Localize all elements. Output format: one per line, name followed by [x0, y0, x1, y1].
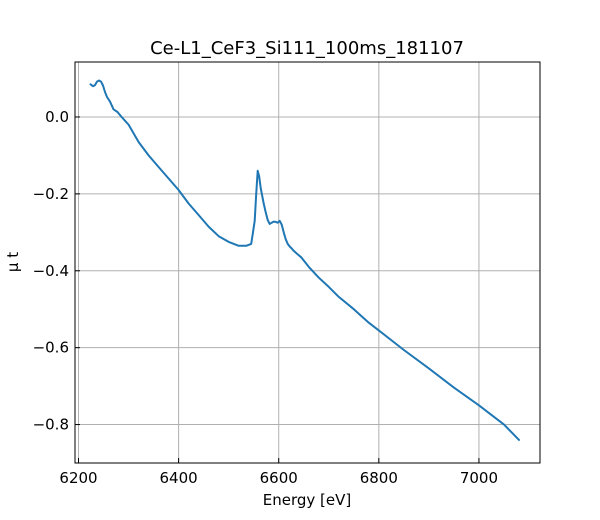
chart-title: Ce-L1_CeF3_Si111_100ms_181107 — [150, 38, 464, 59]
series-layer — [89, 79, 520, 441]
series-line — [89, 79, 520, 441]
y-tick-label: −0.6 — [33, 339, 69, 357]
x-tick-label: 6200 — [59, 469, 97, 487]
x-tick-label: 7000 — [460, 469, 498, 487]
grid — [75, 62, 540, 463]
plot-area-frame — [74, 61, 541, 464]
y-tick-label: −0.2 — [33, 185, 69, 203]
x-axis-label: Energy [eV] — [263, 491, 351, 509]
y-tick-label: −0.4 — [33, 262, 69, 280]
y-axis-label: μ t — [4, 252, 22, 272]
y-tick-label: 0.0 — [45, 108, 69, 126]
x-tick-label: 6600 — [260, 469, 298, 487]
y-tick-label: −0.8 — [33, 416, 69, 434]
ticks: 6200 6400 6600 6800 7000 0.0 −0.2 −0.4 −0.6 −0.8 — [33, 108, 498, 487]
x-tick-label: 6800 — [360, 469, 398, 487]
x-tick-label: 6400 — [160, 469, 198, 487]
